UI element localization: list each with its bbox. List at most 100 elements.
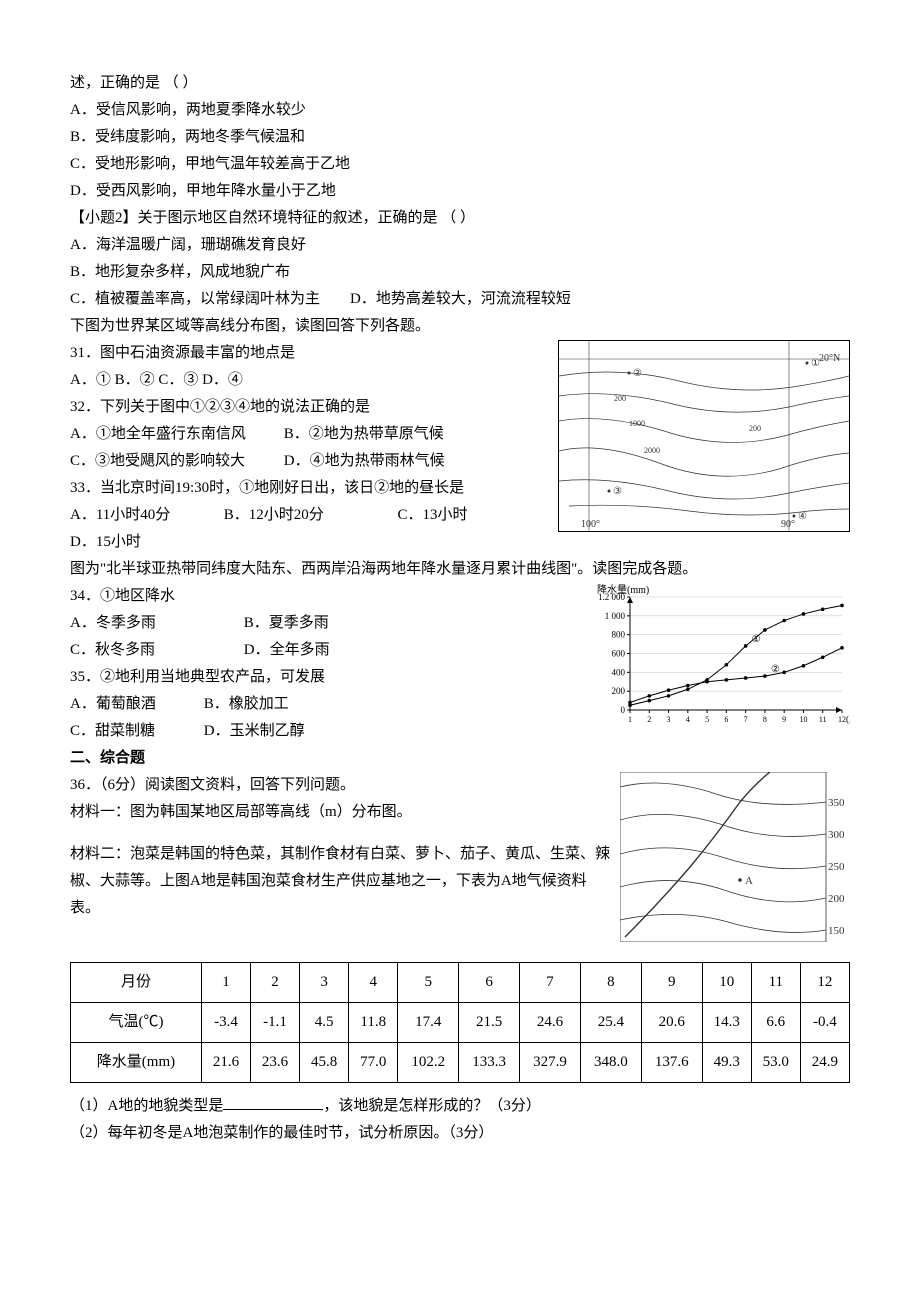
table-cell: 77.0 [349, 1043, 398, 1083]
q33-b: B．12小时20分 [224, 502, 394, 529]
svg-text:7: 7 [744, 715, 748, 724]
opt-a: A．受信风影响，两地夏季降水较少 [70, 97, 850, 124]
intro-line: 述，正确的是 （ ） [70, 70, 850, 97]
svg-text:100°: 100° [581, 519, 600, 530]
svg-text:11: 11 [819, 715, 827, 724]
q34-stem: 34．①地区降水 [70, 583, 587, 610]
table-cell: 24.9 [800, 1043, 849, 1083]
table-cell: 21.5 [459, 1003, 520, 1043]
table-cell: 12 [800, 963, 849, 1003]
opt-d: D．受西风影响，甲地年降水量小于乙地 [70, 178, 850, 205]
q34-c: C．秋冬多雨 [70, 637, 240, 664]
svg-text:9: 9 [782, 715, 786, 724]
table-cell: 2 [251, 963, 300, 1003]
q32-cd: C．③地受飓风的影响较大 D．④地为热带雨林气候 [70, 448, 550, 475]
svg-text:②: ② [633, 368, 642, 379]
svg-text:20°N: 20°N [819, 353, 840, 364]
q35-b: B．橡胶加工 [204, 691, 289, 718]
svg-text:200: 200 [749, 424, 761, 433]
table-cell: 1 [201, 963, 250, 1003]
contour-map-figure: 20°N100°90°20010002000200①②③④ [558, 340, 850, 532]
q34-ab: A．冬季多雨 B．夏季多雨 [70, 610, 587, 637]
climate-table: 月份123456789101112气温(℃)-3.4-1.14.511.817.… [70, 962, 850, 1083]
svg-text:2: 2 [647, 715, 651, 724]
table-cell: -1.1 [251, 1003, 300, 1043]
q32-ab: A．①地全年盛行东南信风 B．②地为热带草原气候 [70, 421, 550, 448]
sub2-stem: 【小题2】关于图示地区自然环境特征的叙述，正确的是 （ ） [70, 205, 850, 232]
table-cell: 133.3 [459, 1043, 520, 1083]
svg-text:6: 6 [724, 715, 728, 724]
table-cell: 5 [398, 963, 459, 1003]
q36-mat2: 材料二：泡菜是韩国的特色菜，其制作食材有白菜、萝卜、茄子、黄瓜、生菜、辣椒、大蒜… [70, 841, 612, 922]
q33-a: A．11小时40分 [70, 502, 220, 529]
svg-text:0: 0 [621, 705, 626, 715]
blank-fill [223, 1094, 323, 1110]
table-cell: 4.5 [300, 1003, 349, 1043]
table-cell: 8 [580, 963, 641, 1003]
table-cell: 6 [459, 963, 520, 1003]
q32-stem: 32．下列关于图中①②③④地的说法正确的是 [70, 394, 550, 421]
q33-stem: 33．当北京时间19:30时，①地刚好日出，该日②地的昼长是 [70, 475, 550, 502]
table-cell: 6.6 [751, 1003, 800, 1043]
sub2-cd: C．植被覆盖率高，以常绿阔叶林为主 D．地势高差较大，河流流程较短 [70, 286, 850, 313]
svg-text:1000: 1000 [629, 419, 645, 428]
q36-stem: 36．（6分）阅读图文资料，回答下列问题。 [70, 772, 612, 799]
svg-text:②: ② [771, 664, 780, 675]
table-cell: 14.3 [702, 1003, 751, 1043]
svg-text:5: 5 [705, 715, 709, 724]
q35-stem: 35．②地利用当地典型农产品，可发展 [70, 664, 587, 691]
svg-text:A: A [745, 875, 753, 887]
table-cell: 21.6 [201, 1043, 250, 1083]
svg-text:300: 300 [828, 829, 845, 841]
q36-sub1-pre: （1）A地的地貌类型是 [70, 1098, 223, 1114]
q36-sub1-post: ，该地貌是怎样形成的？（3分） [323, 1098, 541, 1114]
svg-text:400: 400 [612, 667, 626, 677]
table-cell: 45.8 [300, 1043, 349, 1083]
q36-sub1: （1）A地的地貌类型是 ，该地貌是怎样形成的？（3分） [70, 1093, 850, 1120]
sub2-d: D．地势高差较大，河流流程较短 [350, 291, 571, 307]
svg-text:800: 800 [612, 630, 626, 640]
table-cell: 11.8 [349, 1003, 398, 1043]
section2-heading: 二、综合题 [70, 745, 850, 772]
table-cell: 17.4 [398, 1003, 459, 1043]
table-cell: 137.6 [641, 1043, 702, 1083]
svg-text:1: 1 [628, 715, 632, 724]
sub2-a: A．海洋温暖广阔，珊瑚礁发育良好 [70, 232, 850, 259]
q35-c: C．甜菜制糖 [70, 718, 200, 745]
row-header: 降水量(mm) [71, 1043, 202, 1083]
svg-text:90°: 90° [781, 519, 795, 530]
table-cell: 7 [520, 963, 581, 1003]
q33-c: C．13小时 [398, 502, 468, 529]
sub2-b: B．地形复杂多样，风成地貌广布 [70, 259, 850, 286]
q36-mat1: 材料一：图为韩国某地区局部等高线（m）分布图。 [70, 799, 612, 826]
svg-text:4: 4 [686, 715, 690, 724]
svg-text:2000: 2000 [644, 446, 660, 455]
q32-b: B．②地为热带草原气候 [284, 421, 444, 448]
q31-stem: 31．图中石油资源最丰富的地点是 [70, 340, 550, 367]
table-cell: 102.2 [398, 1043, 459, 1083]
q34-b: B．夏季多雨 [244, 610, 329, 637]
q34-cd: C．秋冬多雨 D．全年多雨 [70, 637, 587, 664]
q32-c: C．③地受飓风的影响较大 [70, 448, 280, 475]
svg-text:350: 350 [828, 797, 845, 809]
svg-text:①: ① [752, 634, 761, 645]
q32-d: D．④地为热带雨林气候 [284, 448, 445, 475]
svg-text:③: ③ [613, 486, 622, 497]
svg-text:①: ① [811, 358, 820, 369]
svg-text:150: 150 [828, 925, 845, 937]
spacer [70, 826, 612, 841]
q34-a: A．冬季多雨 [70, 610, 240, 637]
table-cell: 11 [751, 963, 800, 1003]
svg-text:200: 200 [828, 893, 845, 905]
table-cell: -0.4 [800, 1003, 849, 1043]
opt-c: C．受地形影响，甲地气温年较差高于乙地 [70, 151, 850, 178]
svg-text:200: 200 [612, 686, 626, 696]
chart-intro: 图为"北半球亚热带同纬度大陆东、西两岸沿海两地年降水量逐月累计曲线图"。读图完成… [70, 556, 850, 583]
table-cell: 4 [349, 963, 398, 1003]
svg-text:10: 10 [799, 715, 807, 724]
q34-d: D．全年多雨 [244, 637, 330, 664]
svg-text:12: 12 [838, 715, 846, 724]
table-cell: 53.0 [751, 1043, 800, 1083]
svg-text:④: ④ [798, 511, 807, 522]
q33-d: D．15小时 [70, 529, 141, 556]
